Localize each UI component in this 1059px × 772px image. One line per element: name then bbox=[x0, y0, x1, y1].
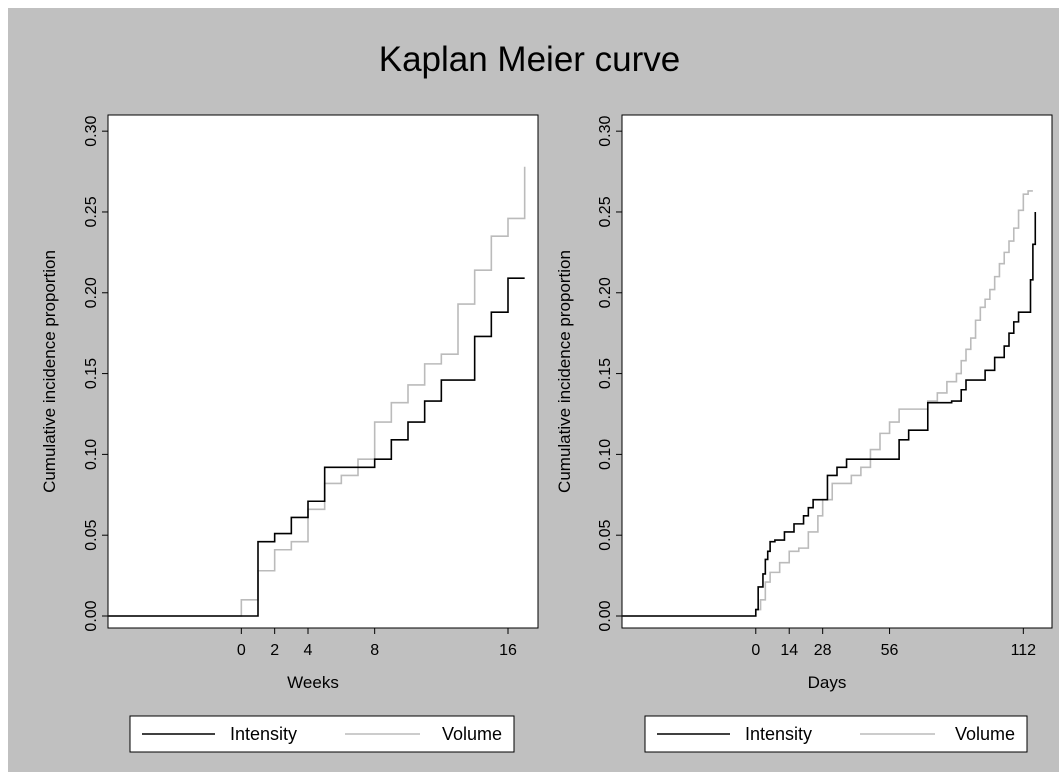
y-tick-label: 0.15 bbox=[83, 358, 100, 389]
x-tick-label: 28 bbox=[814, 642, 832, 659]
y-tick-label: 0.20 bbox=[83, 277, 100, 308]
series-line-intensity bbox=[108, 277, 525, 617]
y-tick-label: 0.25 bbox=[83, 196, 100, 227]
x-axis-title: Days bbox=[808, 673, 847, 692]
x-tick-label: 0 bbox=[237, 642, 246, 659]
legend-label-intensity: Intensity bbox=[745, 724, 812, 744]
series-line-intensity bbox=[622, 211, 1037, 617]
plot-area bbox=[621, 114, 1053, 629]
x-tick-label: 56 bbox=[881, 642, 899, 659]
y-tick-label: 0.00 bbox=[83, 600, 100, 631]
legend-label-volume: Volume bbox=[442, 724, 502, 744]
x-tick-label: 16 bbox=[499, 642, 517, 659]
y-tick-label: 0.25 bbox=[597, 196, 614, 227]
x-tick-label: 14 bbox=[780, 642, 798, 659]
y-tick-label: 0.30 bbox=[597, 115, 614, 146]
legend-label-intensity: Intensity bbox=[230, 724, 297, 744]
y-tick-label: 0.10 bbox=[597, 439, 614, 470]
y-axis-title: Cumulative incidence proportion bbox=[555, 250, 574, 493]
x-tick-label: 2 bbox=[270, 642, 279, 659]
legend-label-volume: Volume bbox=[955, 724, 1015, 744]
x-tick-label: 0 bbox=[751, 642, 760, 659]
chart-title: Kaplan Meier curve bbox=[378, 40, 681, 79]
x-tick-label: 4 bbox=[304, 642, 313, 659]
y-tick-label: 0.05 bbox=[83, 520, 100, 551]
x-axis-title: Weeks bbox=[287, 673, 339, 692]
y-tick-label: 0.05 bbox=[597, 520, 614, 551]
x-tick-label: 112 bbox=[1011, 642, 1037, 659]
y-tick-label: 0.30 bbox=[83, 115, 100, 146]
y-tick-label: 0.20 bbox=[597, 277, 614, 308]
y-tick-label: 0.15 bbox=[597, 358, 614, 389]
x-tick-label: 8 bbox=[370, 642, 379, 659]
y-tick-label: 0.00 bbox=[597, 600, 614, 631]
series-line-volume bbox=[108, 166, 526, 617]
plot-area bbox=[107, 114, 539, 629]
y-tick-label: 0.10 bbox=[83, 439, 100, 470]
y-axis-title: Cumulative incidence proportion bbox=[40, 250, 59, 493]
